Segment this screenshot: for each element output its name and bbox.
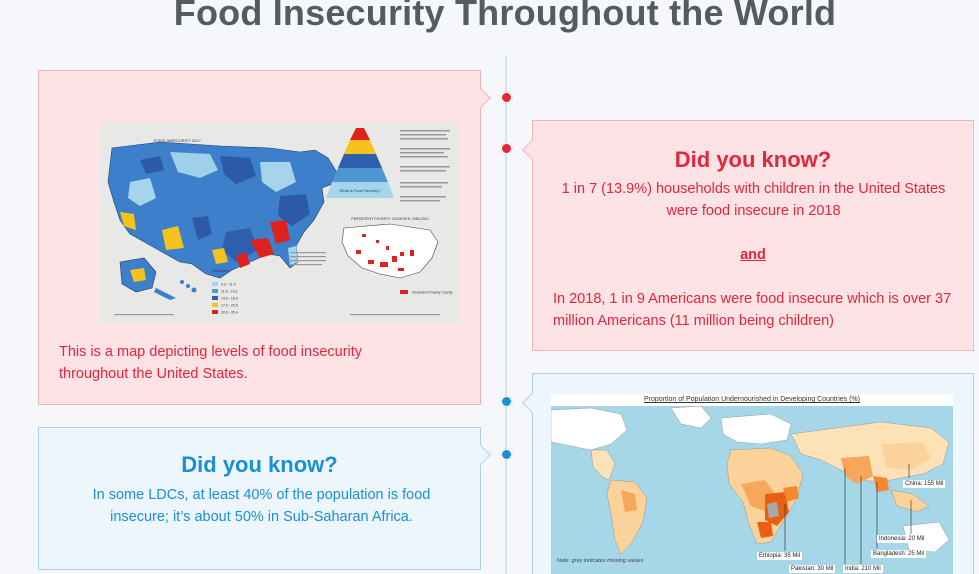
label-ethiopia: Ethiopia: 35 Mil bbox=[757, 552, 803, 560]
us-legend-item-5: 20.6 - 35.4 bbox=[221, 311, 238, 315]
ldc-facts-heading: Did you know? bbox=[181, 452, 338, 477]
inset-map-title: PERSISTENT POVERTY COUNTIES, 1980-2010 bbox=[351, 217, 428, 221]
inset-legend: Persistent Poverty County bbox=[412, 291, 453, 295]
ldc-fact-text: In some LDCs, at least 40% of the popula… bbox=[92, 487, 431, 525]
us-legend-title: Counties bbox=[212, 268, 228, 273]
timeline-dot-2[interactable] bbox=[501, 143, 512, 154]
page-title: Food Insecurity Throughout the World bbox=[173, 0, 837, 33]
label-indonesia: Indonesia: 20 Mil bbox=[877, 535, 927, 543]
world-map-card: Proportion of Population Undernourished … bbox=[522, 373, 974, 574]
us-legend-item-2: 11.5 - 14.2 bbox=[221, 290, 238, 294]
label-pakistan: Pakistan: 30 Mil bbox=[789, 565, 836, 573]
timeline-dot-1[interactable] bbox=[501, 92, 512, 103]
label-china: China: 155 Mil bbox=[903, 480, 946, 488]
world-undernourished-map: Proportion of Population Undernourished … bbox=[551, 394, 953, 574]
pyramid-label: What is Food Security? bbox=[339, 188, 381, 193]
us-legend-item-1: 0.0 - 11.4 bbox=[221, 283, 236, 287]
us-facts-heading: Did you know? bbox=[674, 147, 832, 172]
world-map-note-text: Note: grey indicates missing values bbox=[557, 558, 644, 564]
us-fact-connector: and bbox=[740, 247, 766, 263]
us-fact-2: In 2018, 1 in 9 Americans were food inse… bbox=[553, 291, 952, 329]
label-bangladesh: Bangladesh: 25 Mil bbox=[871, 550, 927, 558]
label-india: India: 210 Mil bbox=[843, 565, 883, 573]
card-arrow bbox=[522, 393, 542, 413]
us-facts-card: Did you know? 1 in 7 (13.9%) households … bbox=[522, 120, 974, 351]
us-fact-1: 1 in 7 (13.9%) households with children … bbox=[561, 181, 946, 219]
world-map-title: Proportion of Population Undernourished … bbox=[551, 394, 953, 406]
us-legend-item-3: 14.3 - 16.9 bbox=[221, 297, 238, 301]
us-legend-item-4: 17.0 - 20.5 bbox=[221, 304, 238, 308]
ldc-facts-card: Did you know? In some LDCs, at least 40%… bbox=[38, 427, 491, 570]
us-map-title: FOOD INSECURITY 2017 bbox=[154, 138, 202, 143]
card-arrow bbox=[471, 88, 491, 108]
timeline-dot-4[interactable] bbox=[501, 449, 512, 460]
timeline-dot-3[interactable] bbox=[501, 396, 512, 407]
timeline-line bbox=[505, 56, 507, 574]
map-caption: This is a map depicting levels of food i… bbox=[59, 344, 363, 382]
map-card: Counties 0.0 - 11.4 11.5 - 14.2 14.3 - 1… bbox=[38, 70, 491, 405]
us-food-insecurity-map: Counties 0.0 - 11.4 11.5 - 14.2 14.3 - 1… bbox=[100, 122, 459, 324]
